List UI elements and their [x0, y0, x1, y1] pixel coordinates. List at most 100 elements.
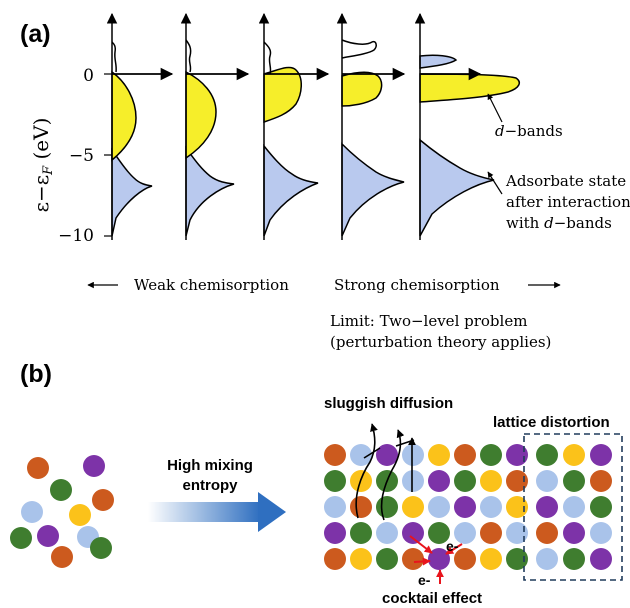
- diffusion-path-1: [355, 423, 378, 519]
- lattice-atom: [536, 496, 558, 518]
- lattice-atom: [563, 444, 585, 466]
- electron-label-right: e-: [446, 538, 459, 554]
- lattice-atom: [506, 444, 528, 466]
- y-tick-minus10: −10: [58, 226, 94, 246]
- adsorbate-annotation-line1: Adsorbate state: [505, 172, 626, 190]
- lattice-atom: [480, 470, 502, 492]
- lattice-atom: [590, 496, 612, 518]
- atom-orange: [51, 546, 73, 568]
- atom-green: [10, 527, 32, 549]
- lattice-atom: [324, 496, 346, 518]
- strong-chemisorption-label: Strong chemisorption: [334, 276, 500, 294]
- diffusion-path-2: [380, 429, 405, 521]
- panel-b: (b) High mixing entropy: [10, 360, 623, 607]
- dos-plot-1: [106, 12, 174, 240]
- lattice-atom: [454, 496, 476, 518]
- dos-4-top-state: [341, 39, 377, 59]
- dos-5-adsorbate-fill: [419, 138, 495, 237]
- lattice-distortion-box: [523, 433, 623, 581]
- lattice-atom: [350, 496, 372, 518]
- lattice-atom: [428, 522, 450, 544]
- lattice-atom: [402, 470, 424, 492]
- dos-plot-2: [180, 12, 250, 240]
- panel-a: (a) ε−εF (eV) 0 −5 −10: [20, 12, 630, 351]
- lattice-atom: [536, 548, 558, 570]
- adsorbate-pointer: [487, 171, 503, 195]
- lattice-atom: [402, 522, 424, 544]
- lattice-atom: [350, 548, 372, 570]
- dos-2-top-state: [185, 39, 192, 73]
- dos-2-dband-fill: [185, 70, 217, 160]
- lattice-atom: [536, 444, 558, 466]
- y-tick-0: 0: [83, 66, 94, 86]
- lattice-atom: [563, 522, 585, 544]
- y-tick-minus5: −5: [69, 146, 94, 166]
- lattice-atom: [402, 444, 424, 466]
- atom-blue: [21, 501, 43, 523]
- dos-3-top-state: [263, 41, 272, 75]
- lattice-atom: [506, 548, 528, 570]
- dos-2-adsorbate-fill: [185, 145, 235, 237]
- lattice-atom: [480, 496, 502, 518]
- lattice-atom: [454, 470, 476, 492]
- lattice-atom: [563, 496, 585, 518]
- lattice-atom: [376, 444, 398, 466]
- atom-orange: [92, 489, 114, 511]
- lattice-atom: [376, 496, 398, 518]
- dos-plot-5: [414, 12, 521, 240]
- lattice-atom: [454, 522, 476, 544]
- atom-purple: [83, 455, 105, 477]
- dos-5-dband-fill: [419, 73, 521, 103]
- lattice-atom-center: [428, 548, 450, 570]
- disordered-atoms: [10, 455, 114, 568]
- d-bands-pointer: [487, 93, 503, 123]
- lattice-atom: [480, 548, 502, 570]
- dos-5-upper-state-fill: [419, 54, 458, 69]
- lattice-atom: [563, 548, 585, 570]
- atom-orange: [27, 457, 49, 479]
- lattice-atom: [324, 548, 346, 570]
- lattice-atom: [376, 548, 398, 570]
- lattice-atom: [402, 548, 424, 570]
- limit-line2: (perturbation theory applies): [330, 333, 551, 351]
- lattice-atom: [563, 470, 585, 492]
- mixing-arrow: [148, 492, 286, 532]
- lattice-atom: [480, 444, 502, 466]
- atom-yellow: [69, 504, 91, 526]
- atom-purple: [37, 525, 59, 547]
- y-axis-label: ε−εF (eV): [29, 118, 56, 213]
- blocked-mark-2: [395, 439, 415, 447]
- weak-chemisorption-label: Weak chemisorption: [134, 276, 289, 294]
- panel-a-label: (a): [20, 20, 51, 48]
- lattice-distortion-label: lattice distortion: [493, 414, 610, 431]
- dos-3-adsorbate-fill: [263, 143, 319, 237]
- lattice-atom: [428, 496, 450, 518]
- electron-arrow: [409, 535, 433, 554]
- lattice-atom: [454, 444, 476, 466]
- electron-label-bottom: e-: [418, 572, 431, 588]
- lattice-atom: [428, 444, 450, 466]
- lattice: [324, 444, 612, 570]
- lattice-atom: [454, 548, 476, 570]
- dos-1-adsorbate-fill: [111, 147, 153, 237]
- adsorbate-annotation-line2: after interaction: [506, 193, 630, 211]
- lattice-atom: [350, 444, 372, 466]
- dos-4-dband-fill: [341, 71, 383, 107]
- d-bands-annotation: d−bands: [495, 122, 563, 140]
- lattice-atom: [324, 470, 346, 492]
- lattice-atom: [324, 522, 346, 544]
- electron-arrows: [409, 535, 463, 584]
- lattice-atom: [590, 444, 612, 466]
- limit-line1: Limit: Two−level problem: [330, 312, 527, 330]
- dos-plot-3: [258, 12, 330, 240]
- dos-plot-4: [336, 12, 406, 240]
- diffusion-paths: [355, 423, 416, 521]
- atom-green: [50, 479, 72, 501]
- dos-1-dband-fill: [111, 70, 137, 162]
- dos-3-dband-fill: [263, 66, 302, 124]
- electron-arrow: [413, 557, 431, 566]
- lattice-atom: [536, 522, 558, 544]
- lattice-atom: [536, 470, 558, 492]
- panel-b-label: (b): [20, 360, 52, 388]
